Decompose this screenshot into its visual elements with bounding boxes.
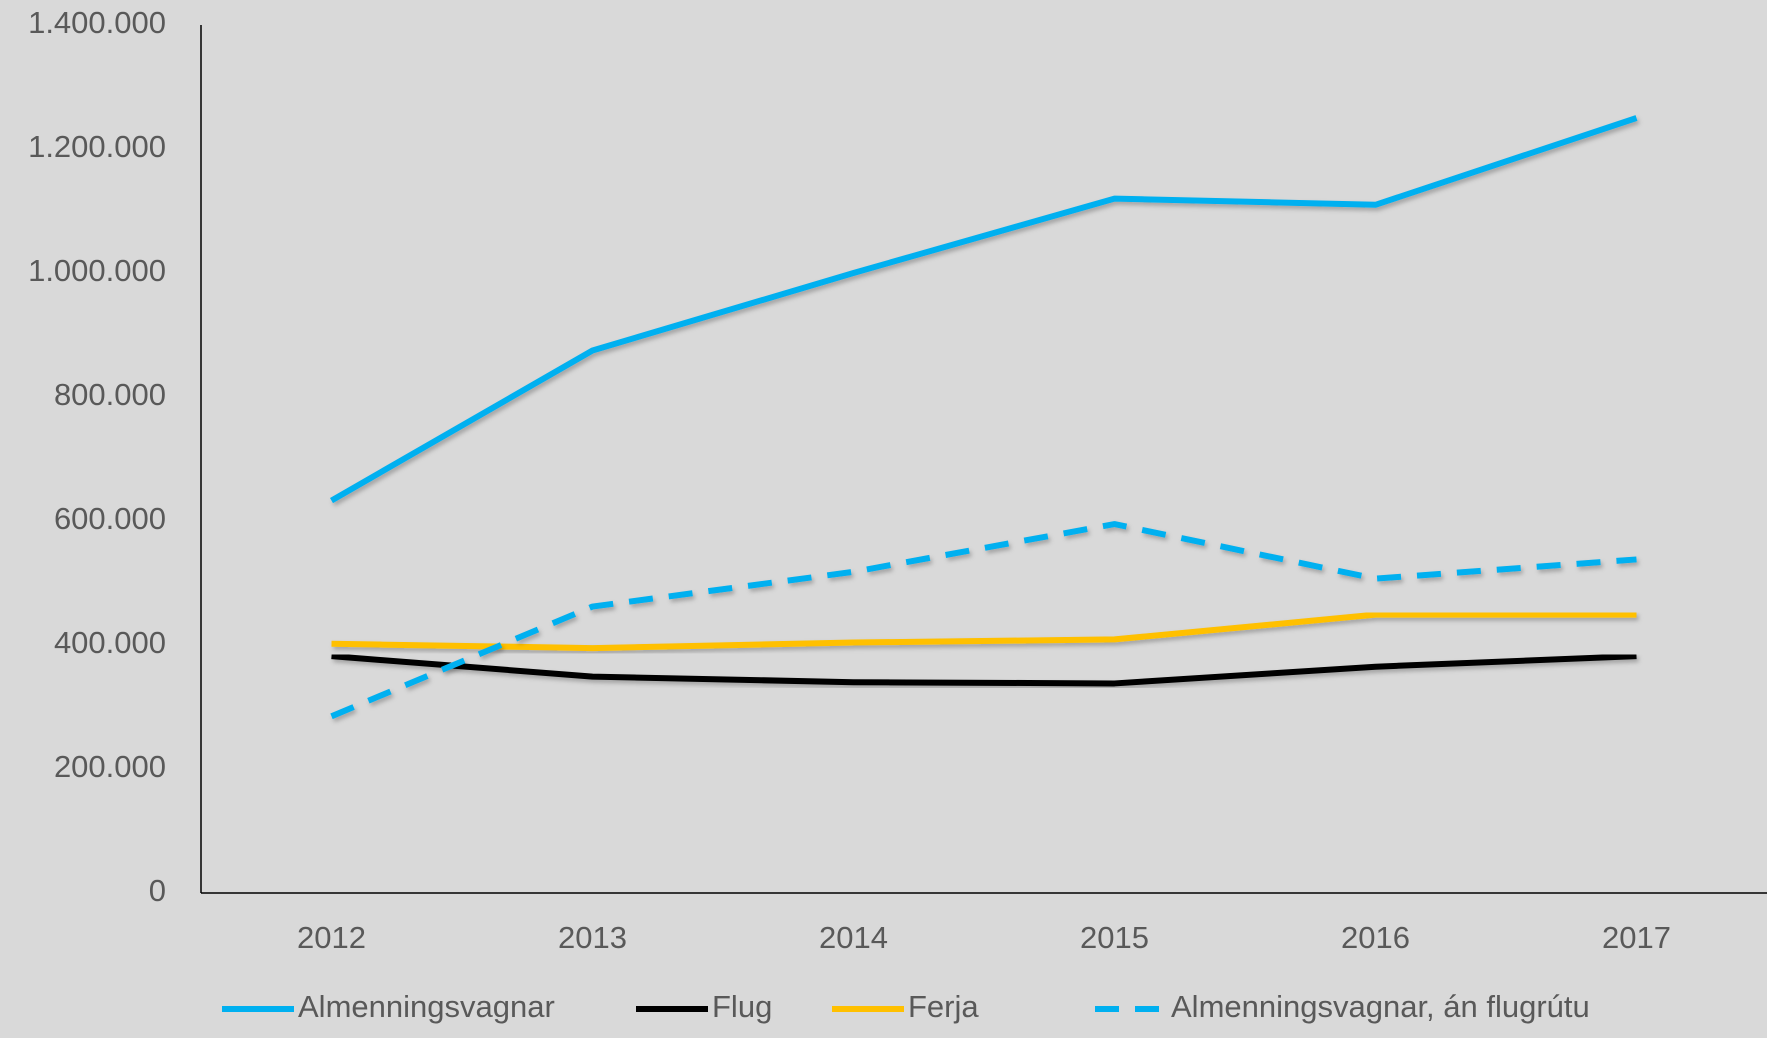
series-line (330, 521, 1637, 720)
x-tick-label: 2014 (819, 920, 888, 955)
y-tick-label: 600.000 (54, 501, 166, 536)
y-tick-label: 800.000 (54, 377, 166, 412)
legend-label: Almenningsvagnar (298, 989, 555, 1024)
x-tick-label: 2017 (1602, 920, 1671, 955)
series-line (331, 611, 1637, 652)
x-tick-label: 2016 (1341, 920, 1410, 955)
legend-label: Almenningsvagnar, án flugrútu (1171, 989, 1590, 1024)
legend-label: Flug (712, 989, 772, 1024)
series-line (331, 653, 1637, 687)
y-tick-label: 400.000 (54, 625, 166, 660)
y-tick-label: 1.200.000 (28, 129, 166, 164)
series-line (330, 115, 1638, 504)
y-tick-label: 0 (149, 873, 166, 908)
y-tick-label: 200.000 (54, 749, 166, 784)
legend-label: Ferja (908, 989, 979, 1024)
y-tick-label: 1.400.000 (28, 5, 166, 40)
x-tick-label: 2015 (1080, 920, 1149, 955)
y-tick-label: 1.000.000 (28, 253, 166, 288)
x-tick-label: 2013 (558, 920, 627, 955)
x-tick-label: 2012 (297, 920, 366, 955)
